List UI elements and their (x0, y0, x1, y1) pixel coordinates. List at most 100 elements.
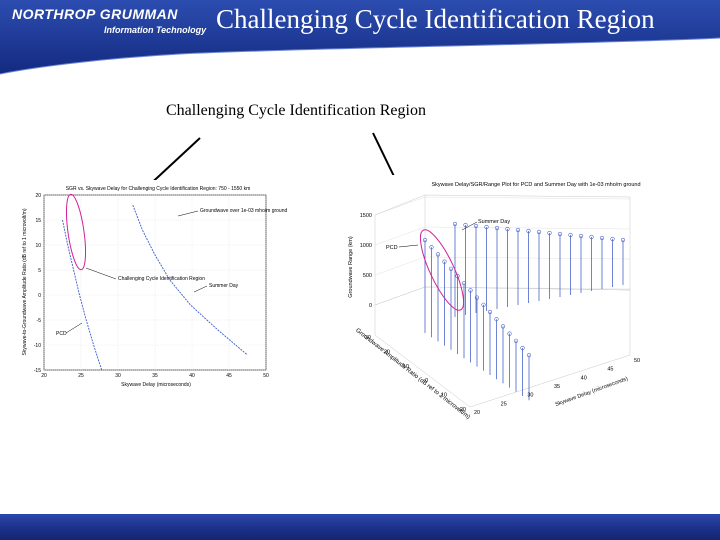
right-y-tick-label: -20 (458, 407, 466, 413)
right-stem-marker-pcd (442, 259, 447, 264)
company-logo: NORTHROP GRUMMAN (12, 6, 178, 22)
right-stem-marker-pcd (487, 309, 493, 315)
right-figure: Skywave Delay/SGR/Range Plot for PCD and… (330, 175, 676, 427)
right-x-tick-label: 50 (634, 358, 640, 364)
right-x-tick-label: 30 (527, 393, 533, 399)
right-stem-marker-pcd (461, 281, 467, 286)
left-label-challenging: Challenging Cycle Identification Region (118, 276, 205, 282)
right-x-tick-label: 40 (581, 375, 587, 381)
right-x-ticks: 50 45 40 35 30 25 20 (474, 358, 640, 416)
right-stem-marker-summer (505, 226, 510, 232)
right-stem-marker-summer (494, 225, 500, 231)
footer-band (0, 514, 720, 540)
right-stem-marker-pcd (520, 345, 525, 351)
left-y-tick-label: 0 (38, 293, 41, 299)
left-x-tick-label: 25 (78, 373, 84, 379)
right-x-tick-label: 20 (474, 410, 480, 416)
right-stem-marker-pcd (507, 331, 512, 336)
right-z-tick-label: 1500 (360, 213, 372, 219)
right-z-label: Groundwave Range (km) (348, 236, 354, 298)
right-y-tick-label: 20 (384, 349, 390, 355)
right-x-tick-label: 45 (607, 367, 613, 373)
right-stem-marker-summer (589, 234, 594, 240)
right-stem-marker-summer (568, 232, 573, 238)
right-stem-marker-pcd (468, 288, 473, 293)
left-label-pcd: PCD (56, 331, 67, 337)
right-y-tick-label: -10 (439, 393, 447, 399)
right-y-tick-label: 0 (425, 378, 428, 384)
left-y-tick-label: 15 (35, 218, 41, 224)
left-x-tick-label: 20 (41, 373, 47, 379)
right-stem-marker-summer (484, 224, 489, 230)
right-stem-marker-summer (547, 230, 552, 236)
left-y-tick-label: 10 (35, 243, 41, 249)
right-z-gridline (374, 286, 426, 306)
right-z-tick-label: 1000 (360, 243, 372, 249)
right-x-tick-label: 35 (554, 384, 560, 390)
left-series-pcd (62, 219, 103, 371)
left-highlight-ellipse (65, 193, 87, 271)
company-division: Information Technology (104, 25, 207, 35)
right-stem-marker-pcd (513, 338, 519, 343)
right-z-tick-label: 500 (363, 273, 372, 279)
right-z-gridline (374, 226, 426, 246)
right-stem-marker-summer (526, 228, 531, 234)
left-y-tick-label: -5 (37, 318, 42, 324)
left-y-tick-label: -15 (34, 368, 41, 374)
right-grid (374, 196, 631, 306)
right-z-gridline (374, 256, 426, 276)
right-stem-marker-pcd (526, 353, 532, 358)
right-stem-marker-pcd (448, 266, 454, 271)
left-chart: SGR vs. Skywave Delay for Challenging Cy… (6, 180, 294, 395)
right-chart: Skywave Delay/SGR/Range Plot for PCD and… (330, 175, 676, 427)
left-y-tick-label: -10 (34, 343, 41, 349)
right-stems (422, 221, 626, 401)
right-y-ticks: 30 20 10 0 -10 -20 (365, 335, 466, 413)
left-figure: SGR vs. Skywave Delay for Challenging Cy… (6, 180, 294, 395)
right-stem-marker-pcd (494, 317, 499, 322)
right-x-tick-label: 25 (501, 401, 507, 407)
right-stem-marker-pcd (474, 295, 480, 300)
left-x-tick-label: 50 (263, 373, 269, 379)
right-z-ticks: 1500 1000 500 0 (360, 213, 372, 309)
left-y-label: Skywave-to-Groundwave Amplitude Ratio (d… (22, 208, 28, 355)
right-y-tick-label: 10 (403, 364, 409, 370)
right-z-gridline (424, 196, 631, 200)
header-background (0, 0, 720, 76)
left-plot-area (43, 194, 267, 371)
left-x-label: Skywave Delay (microseconds) (121, 382, 191, 388)
left-y-tick-label: 5 (38, 268, 41, 274)
left-chart-title: SGR vs. Skywave Delay for Challenging Cy… (66, 186, 251, 192)
right-stem-marker-summer (473, 223, 479, 229)
right-label-pcd: PCD (386, 245, 398, 251)
right-z-gridline (424, 256, 631, 260)
right-stem-marker-pcd (500, 324, 506, 329)
slide-subtitle: Challenging Cycle Identification Region (166, 102, 426, 119)
right-stem-marker-summer (452, 221, 458, 227)
left-label-summer: Summer Day (209, 283, 239, 289)
right-z-gridline (374, 196, 426, 216)
right-stem-marker-summer (578, 233, 584, 239)
right-stem-marker-pcd (429, 245, 434, 250)
right-z-gridline (424, 286, 631, 290)
right-stem-marker-pcd (422, 237, 428, 243)
right-stem-marker-summer (557, 231, 563, 237)
left-x-tick-label: 35 (152, 373, 158, 379)
header-title: Challenging Cycle Identification Region (216, 4, 655, 34)
right-chart-title: Skywave Delay/SGR/Range Plot for PCD and… (431, 182, 640, 188)
right-stem-marker-pcd (481, 302, 486, 307)
right-z-tick-label: 0 (369, 303, 372, 309)
right-stem-marker-pcd (435, 252, 441, 257)
left-x-tick-label: 45 (226, 373, 232, 379)
right-highlight-ellipse (419, 229, 465, 311)
right-y-tick-label: 30 (365, 335, 371, 341)
right-stem-marker-summer (610, 236, 615, 242)
left-y-tick-label: 20 (35, 193, 41, 199)
right-stem-marker-summer (599, 235, 605, 241)
right-stem-marker-summer (515, 227, 521, 233)
left-series-summer (132, 204, 248, 356)
left-x-tick-label: 40 (189, 373, 195, 379)
right-label-summer: Summer Day (478, 219, 510, 225)
right-stem-marker-pcd (455, 273, 460, 279)
